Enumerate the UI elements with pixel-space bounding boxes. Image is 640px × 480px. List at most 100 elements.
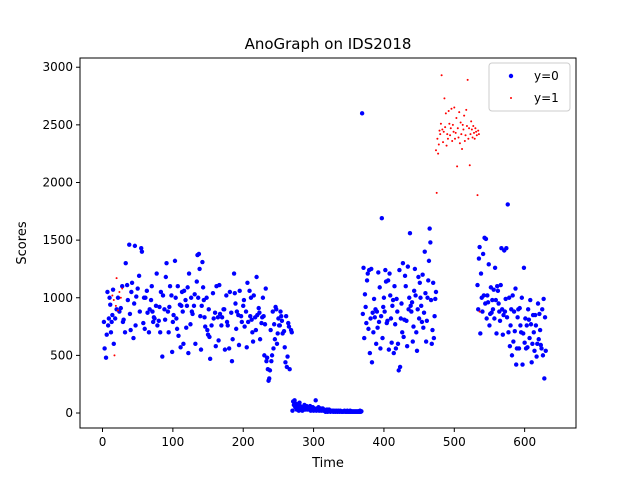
point-y0 [148, 297, 154, 303]
point-y0 [176, 333, 181, 338]
point-y0 [530, 341, 535, 347]
point-y0 [486, 262, 491, 267]
point-y0 [376, 319, 382, 325]
point-y0 [111, 341, 116, 347]
point-y0 [525, 345, 530, 350]
point-y0 [215, 315, 221, 320]
point-y0 [428, 297, 434, 303]
point-y0 [202, 315, 207, 320]
point-y0 [397, 364, 403, 370]
point-y0 [365, 271, 370, 276]
point-y0 [170, 319, 176, 325]
point-y0 [543, 348, 548, 353]
point-y0 [428, 240, 433, 245]
point-y0 [510, 293, 515, 298]
point-y0 [536, 337, 541, 342]
y-tick-label: 0 [65, 406, 73, 420]
point-y0 [279, 318, 285, 323]
point-y0 [429, 341, 434, 347]
point-y0 [524, 323, 529, 328]
point-y0 [398, 316, 404, 321]
point-y0 [373, 341, 379, 347]
point-y0 [516, 346, 522, 351]
point-y0 [125, 297, 131, 303]
x-tick-label: 200 [232, 435, 255, 449]
point-y0 [131, 301, 137, 306]
point-y1 [461, 123, 464, 126]
point-y0 [207, 356, 213, 362]
point-y0 [532, 348, 537, 353]
point-y0 [485, 300, 491, 305]
point-y0 [518, 323, 523, 328]
point-y0 [188, 322, 193, 327]
point-y0 [489, 310, 494, 315]
point-y0 [281, 328, 287, 334]
point-y0 [526, 317, 532, 322]
point-y1 [466, 78, 469, 81]
point-y0 [400, 260, 406, 266]
point-y0 [224, 293, 229, 298]
point-y1 [451, 139, 454, 142]
point-y0 [504, 315, 510, 320]
point-y1 [447, 110, 450, 113]
point-y0 [492, 265, 498, 270]
point-y0 [200, 259, 205, 265]
point-y0 [535, 301, 541, 306]
point-y0 [153, 303, 159, 309]
point-y0 [313, 398, 318, 403]
point-y0 [427, 226, 432, 231]
point-y0 [120, 284, 125, 289]
point-y0 [362, 335, 367, 341]
point-y0 [160, 293, 166, 298]
point-y1 [439, 122, 442, 125]
point-y0 [426, 258, 432, 264]
point-y1 [470, 120, 473, 123]
point-y0 [259, 320, 264, 326]
point-y0 [230, 337, 235, 342]
point-y0 [503, 296, 508, 302]
point-y0 [409, 309, 414, 314]
point-y0 [498, 282, 503, 288]
point-y0 [251, 293, 256, 298]
point-y0 [359, 111, 365, 116]
point-y0 [476, 307, 481, 312]
point-y0 [178, 345, 183, 350]
point-y0 [105, 323, 111, 328]
point-y1 [461, 148, 464, 151]
x-tick-label: 0 [99, 435, 107, 449]
point-y0 [184, 325, 189, 330]
point-y0 [480, 309, 485, 314]
point-y0 [216, 338, 221, 343]
point-y0 [283, 360, 288, 365]
point-y0 [236, 342, 242, 348]
point-y0 [166, 330, 171, 335]
point-y0 [274, 341, 280, 347]
point-y0 [186, 350, 191, 356]
point-y0 [149, 284, 154, 289]
point-y0 [511, 339, 516, 344]
point-y0 [401, 334, 406, 340]
point-y0 [372, 315, 377, 320]
point-y0 [169, 293, 174, 298]
point-y1 [112, 299, 115, 302]
point-y1 [114, 304, 117, 307]
point-y0 [385, 278, 391, 283]
x-tick-label: 600 [513, 435, 536, 449]
point-y0 [478, 271, 484, 276]
point-y0 [241, 297, 247, 303]
point-y0 [383, 267, 388, 273]
point-y0 [520, 362, 525, 367]
point-y0 [124, 282, 130, 288]
point-y0 [500, 332, 506, 337]
point-y1 [459, 121, 462, 124]
point-y0 [272, 337, 278, 342]
point-y0 [158, 289, 164, 295]
point-y0 [192, 292, 197, 297]
point-y0 [270, 309, 275, 314]
point-y0 [521, 331, 526, 336]
legend-marker [510, 97, 512, 99]
point-y0 [263, 286, 268, 291]
point-y0 [366, 326, 371, 332]
point-y0 [537, 327, 543, 333]
point-y1 [446, 133, 449, 136]
